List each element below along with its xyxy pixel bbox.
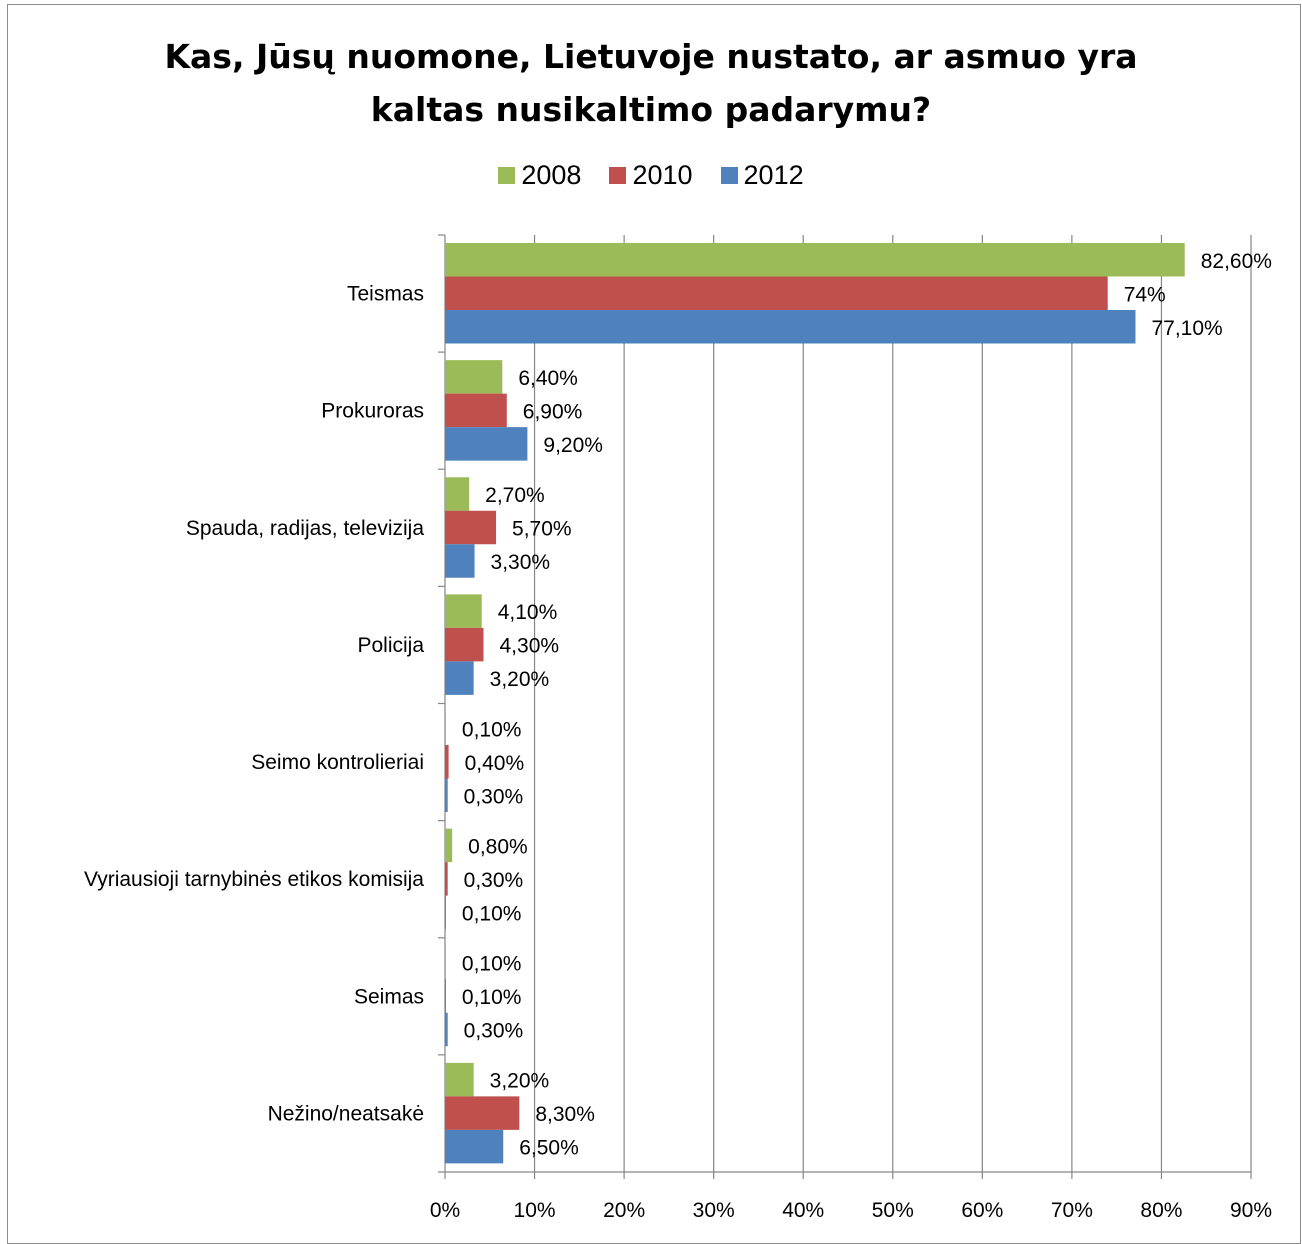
bar-2010-5 <box>445 862 448 896</box>
data-label-2008-7: 3,20% <box>490 1070 550 1093</box>
bar-2010-4 <box>445 745 449 779</box>
category-label-5: Vyriausioji tarnybinės etikos komisija <box>84 868 424 891</box>
bar-2012-3 <box>445 661 474 695</box>
x-tick-label-80: 80% <box>1140 1199 1182 1222</box>
x-tick-label-70: 70% <box>1051 1199 1093 1222</box>
x-tick-label-40: 40% <box>782 1199 824 1222</box>
data-label-2010-0: 74% <box>1124 283 1166 306</box>
bar-2010-3 <box>445 627 484 662</box>
bar-2008-6 <box>445 945 446 980</box>
data-label-2012-3: 3,20% <box>490 668 550 691</box>
x-tick-label-90: 90% <box>1230 1199 1272 1222</box>
bar-2008-4 <box>445 711 446 745</box>
legend-item-2008: 2008 <box>498 160 581 191</box>
bar-2008-1 <box>445 360 503 394</box>
data-label-2010-4: 0,40% <box>465 752 525 775</box>
chart-title-line-1: Kas, Jūsų nuomone, Lietuvoje nustato, ar… <box>164 37 1138 76</box>
legend-item-2010: 2010 <box>609 160 693 191</box>
bar-2008-2 <box>445 477 470 511</box>
category-label-1: Prokuroras <box>321 400 424 423</box>
legend-label-2012: 2012 <box>743 160 804 190</box>
data-label-2012-0: 77,10% <box>1151 317 1222 340</box>
legend-swatch-2008 <box>498 167 516 184</box>
bar-2010-0 <box>445 276 1108 310</box>
data-label-2012-5: 0,10% <box>462 902 522 925</box>
data-label-2010-3: 4,30% <box>500 635 560 658</box>
data-label-2010-1: 6,90% <box>523 400 583 423</box>
chart-title-line-2: kaltas nusikaltimo padarymu? <box>370 90 932 129</box>
x-tick-label-30: 30% <box>693 1199 735 1222</box>
legend-label-2008: 2008 <box>521 160 582 190</box>
bar-2010-6 <box>445 979 446 1013</box>
x-tick-label-50: 50% <box>872 1199 914 1222</box>
category-label-4: Seimo kontrolieriai <box>251 751 424 774</box>
data-label-2012-4: 0,30% <box>464 785 524 808</box>
bar-2012-0 <box>445 310 1136 344</box>
data-label-2012-7: 6,50% <box>519 1137 579 1160</box>
bar-2010-2 <box>445 510 497 545</box>
bar-2008-5 <box>445 828 453 863</box>
legend-swatch-2010 <box>609 167 627 184</box>
bar-2012-4 <box>445 778 448 812</box>
legend-item-2012: 2012 <box>720 160 804 191</box>
data-label-2008-5: 0,80% <box>468 835 528 858</box>
x-tick-label-20: 20% <box>603 1199 645 1222</box>
x-tick-label-10: 10% <box>514 1199 556 1222</box>
category-label-6: Seimas <box>354 985 424 1008</box>
bar-2010-1 <box>445 393 507 428</box>
data-label-2008-1: 6,40% <box>518 367 578 390</box>
bar-2008-7 <box>445 1062 474 1097</box>
data-label-2008-3: 4,10% <box>498 601 558 624</box>
category-label-0: Teismas <box>347 283 424 306</box>
x-tick-label-60: 60% <box>961 1199 1003 1222</box>
chart-title: Kas, Jūsų nuomone, Lietuvoje nustato, ar… <box>0 30 1302 136</box>
x-tick-label-0: 0% <box>430 1199 460 1222</box>
bar-2008-3 <box>445 594 482 628</box>
category-label-3: Policija <box>357 634 424 657</box>
category-label-7: Nežino/neatsakė <box>268 1102 424 1125</box>
data-label-2012-6: 0,30% <box>464 1020 524 1043</box>
data-label-2008-2: 2,70% <box>485 484 545 507</box>
bar-2012-2 <box>445 544 475 578</box>
category-label-2: Spauda, radijas, televizija <box>186 517 424 540</box>
legend-label-2010: 2010 <box>632 160 693 190</box>
data-label-2008-4: 0,10% <box>462 718 522 741</box>
bar-2012-1 <box>445 427 528 461</box>
bar-2008-0 <box>445 243 1185 277</box>
legend-swatch-2012 <box>720 167 738 184</box>
bar-2012-7 <box>445 1129 504 1164</box>
bar-2012-5 <box>445 895 446 930</box>
data-label-2008-0: 82,60% <box>1201 250 1272 273</box>
data-label-2010-6: 0,10% <box>462 986 522 1009</box>
data-label-2010-7: 8,30% <box>535 1103 595 1126</box>
data-label-2012-2: 3,30% <box>491 551 551 574</box>
bar-2010-7 <box>445 1096 520 1130</box>
chart-legend: 2008 2010 2012 <box>0 160 1302 191</box>
data-label-2008-6: 0,10% <box>462 953 522 976</box>
data-label-2010-2: 5,70% <box>512 518 572 541</box>
data-label-2010-5: 0,30% <box>464 869 524 892</box>
data-label-2012-1: 9,20% <box>543 434 603 457</box>
bar-2012-6 <box>445 1012 448 1047</box>
